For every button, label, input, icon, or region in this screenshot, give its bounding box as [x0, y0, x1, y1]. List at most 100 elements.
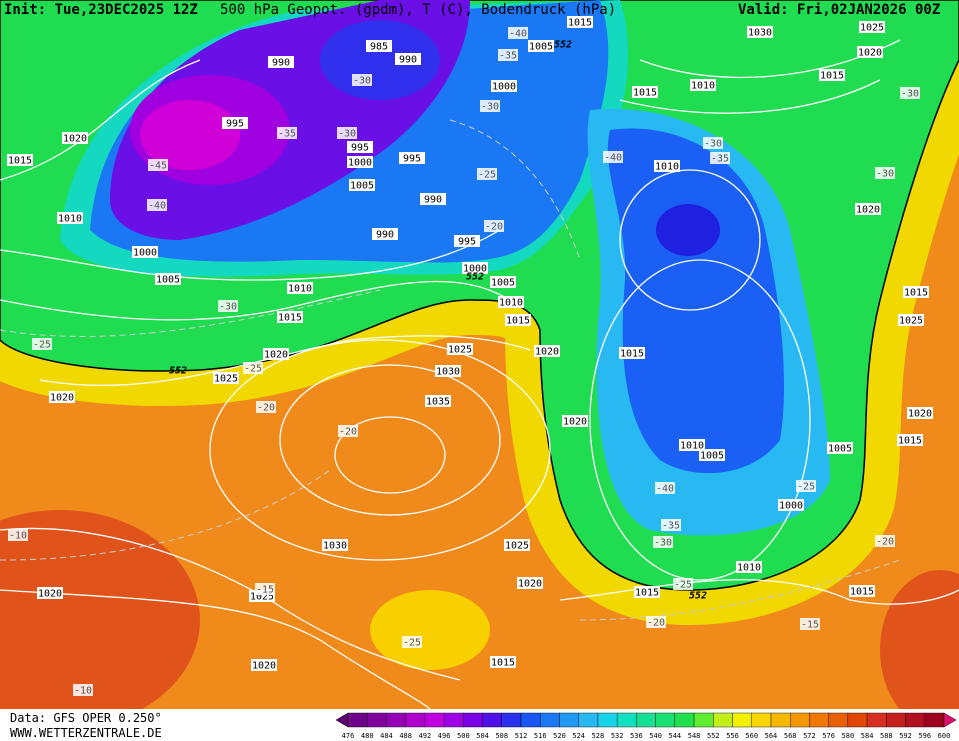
- temperature-label: -30: [704, 139, 722, 150]
- colorbar-label: 512: [515, 732, 528, 740]
- pressure-label: 1015: [506, 316, 530, 327]
- pressure-label: 1015: [633, 88, 657, 99]
- pressure-label: 1015: [278, 313, 302, 324]
- pressure-label: 1015: [8, 156, 32, 167]
- pressure-label: 1025: [214, 374, 238, 385]
- temperature-label: -20: [257, 403, 275, 414]
- pressure-label-box: [747, 26, 773, 38]
- temperature-label-box: [337, 127, 357, 139]
- pressure-label: 1010: [655, 162, 679, 173]
- temperature-label-box: [900, 87, 920, 99]
- temperature-label: -25: [674, 580, 692, 591]
- pressure-label: 1010: [737, 563, 761, 574]
- pressure-label-box: [819, 69, 845, 81]
- pressure-label: 990: [272, 58, 290, 69]
- pressure-label-box: [859, 21, 885, 33]
- colorbar-swatch: [636, 712, 656, 728]
- temperature-label-box: [8, 529, 28, 541]
- temperature-label-box: [661, 519, 681, 531]
- colorbar-swatch: [463, 712, 483, 728]
- colorbar-label: 576: [822, 732, 835, 740]
- colorbar-label: 588: [880, 732, 893, 740]
- colorbar-swatch: [770, 712, 791, 728]
- colorbar-label: 524: [572, 732, 585, 740]
- data-source: Data: GFS OPER 0.250°: [10, 711, 162, 725]
- temperature-label: -30: [219, 302, 237, 313]
- temperature-label: -30: [654, 538, 672, 549]
- pressure-label: 1010: [499, 298, 523, 309]
- temperature-label-box: [243, 362, 263, 374]
- pressure-label-box: [897, 434, 923, 446]
- temperature-label-box: [480, 100, 500, 112]
- temperature-label: -30: [901, 89, 919, 100]
- pressure-label-box: [454, 235, 480, 247]
- temperature-label: -10: [74, 686, 92, 697]
- colorbar-swatch: [789, 712, 810, 728]
- temperature-label: -20: [647, 618, 665, 629]
- colorbar-label: 552: [707, 732, 720, 740]
- colorbar-swatch: [924, 712, 945, 728]
- temperature-label: -35: [662, 521, 680, 532]
- pressure-label-box: [898, 314, 924, 326]
- pressure-label-box: [827, 442, 853, 454]
- colorbar-swatch: [693, 712, 714, 728]
- pressure-label: 1015: [898, 436, 922, 447]
- pressure-label-box: [435, 365, 461, 377]
- pressure-label-box: [447, 343, 473, 355]
- temperature-label: -35: [711, 154, 729, 165]
- pressure-label-box: [498, 296, 524, 308]
- pressure-label-box: [395, 53, 421, 65]
- geopotential-label: 552: [554, 40, 572, 51]
- colorbar-swatch: [367, 712, 387, 728]
- colorbar-label: 584: [861, 732, 874, 740]
- temperature-label: -30: [353, 76, 371, 87]
- temperature-label-box: [148, 159, 168, 171]
- pressure-label-box: [528, 40, 554, 52]
- pressure-label-box: [490, 656, 516, 668]
- colorbar-label: 492: [419, 732, 432, 740]
- pressure-label: 985: [370, 42, 388, 53]
- site-name: WWW.WETTERZENTRALE.DE: [10, 726, 162, 740]
- colorbar-label: 520: [553, 732, 566, 740]
- pressure-label-box: [349, 179, 375, 191]
- colorbar-swatch: [597, 712, 618, 728]
- pressure-label: 1015: [568, 18, 592, 29]
- pressure-label-box: [37, 587, 63, 599]
- pressure-label: 1025: [250, 592, 274, 603]
- colorbar-label: 516: [534, 732, 547, 740]
- pressure-label-box: [462, 262, 488, 274]
- init-time: Init: Tue,23DEC2025 12Z: [4, 2, 198, 18]
- temperature-label: -25: [403, 638, 421, 649]
- pressure-label: 1020: [908, 409, 932, 420]
- colorbar-label: 508: [495, 732, 508, 740]
- colorbar: 476 480 484 488 492 496 500 504 508 512 516 520 524 5…: [335, 712, 957, 740]
- temperature-label-box: [653, 536, 673, 548]
- geopotential-label: 552: [169, 366, 187, 377]
- colorbar-label: 544: [669, 732, 682, 740]
- pressure-label-box: [903, 286, 929, 298]
- temperature-label-box: [498, 49, 518, 61]
- temperature-label-box: [484, 220, 504, 232]
- temperature-label-box: [796, 480, 816, 492]
- temperature-label: -40: [148, 201, 166, 212]
- pressure-label: 1005: [350, 181, 374, 192]
- pressure-label: 990: [424, 195, 442, 206]
- colorbar-swatch: [347, 712, 368, 728]
- colorbar-label: 560: [745, 732, 758, 740]
- pressure-label: 1020: [264, 350, 288, 361]
- temperature-label: -30: [481, 102, 499, 113]
- pressure-label: 1010: [58, 214, 82, 225]
- temperature-label-box: [646, 616, 666, 628]
- pressure-label: 1015: [850, 587, 874, 598]
- colorbar-swatch: [520, 712, 541, 728]
- colorbar-swatch: [578, 712, 599, 728]
- pressure-label-box: [567, 16, 593, 28]
- colorbar-swatch: [886, 712, 906, 728]
- pressure-label-box: [857, 46, 883, 58]
- pressure-label: 1020: [252, 661, 276, 672]
- colorbar-swatch: [809, 712, 829, 728]
- pressure-label-box: [517, 577, 543, 589]
- colorbar-swatch: [540, 712, 560, 728]
- colorbar-label: 484: [380, 732, 393, 740]
